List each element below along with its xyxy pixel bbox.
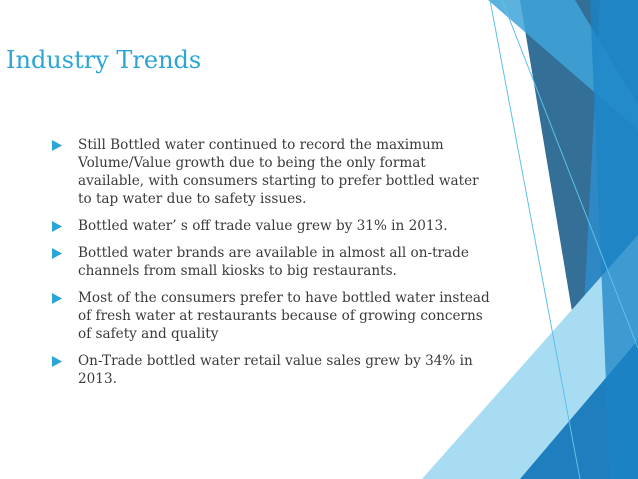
bullet-item-5: On-Trade bottled water retail value sale… <box>52 352 492 388</box>
bullet-text-1: Still Bottled water continued to record … <box>78 137 479 207</box>
right-triangle-icon <box>52 356 62 367</box>
decor-right-strip <box>590 0 638 479</box>
bullet-item-3: Bottled water brands are available in al… <box>52 244 492 280</box>
bullet-text-3: Bottled water brands are available in al… <box>78 245 469 279</box>
right-triangle-icon <box>52 140 62 151</box>
right-triangle-icon <box>52 221 62 232</box>
bullet-item-4: Most of the consumers prefer to have bot… <box>52 289 492 343</box>
right-triangle-icon <box>52 248 62 259</box>
decor-line-1 <box>489 0 581 479</box>
bullet-text-2: Bottled water’ s off trade value grew by… <box>78 218 448 234</box>
bullet-item-2: Bottled water’ s off trade value grew by… <box>52 217 492 235</box>
bullet-item-1: Still Bottled water continued to record … <box>52 136 492 208</box>
decor-line-2 <box>501 0 638 349</box>
bullet-text-5: On-Trade bottled water retail value sale… <box>78 353 473 387</box>
bullet-text-4: Most of the consumers prefer to have bot… <box>78 290 490 342</box>
bullet-list: Still Bottled water continued to record … <box>52 136 492 397</box>
right-triangle-icon <box>52 293 62 304</box>
slide-title: Industry Trends <box>6 46 202 74</box>
